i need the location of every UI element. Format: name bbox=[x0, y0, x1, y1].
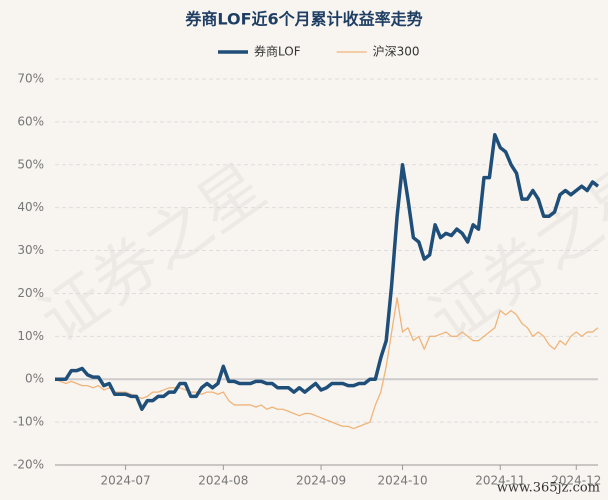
x-tick-label: 2024-10 bbox=[377, 474, 427, 488]
legend-label: 券商LOF bbox=[254, 44, 301, 59]
chart-title: 券商LOF近6个月累计收益率走势 bbox=[184, 10, 422, 29]
legend-label: 沪深300 bbox=[373, 45, 420, 59]
x-tick-label: 2024-09 bbox=[296, 474, 346, 488]
y-tick-label: -10% bbox=[13, 415, 44, 429]
y-tick-label: 70% bbox=[17, 72, 44, 86]
y-tick-label: 20% bbox=[17, 286, 44, 300]
x-tick-label: 2024-08 bbox=[198, 474, 248, 488]
y-tick-label: 60% bbox=[17, 114, 44, 128]
x-tick-label: 2024-11 bbox=[475, 474, 525, 488]
y-tick-label: -20% bbox=[13, 458, 44, 472]
y-tick-label: 0% bbox=[25, 372, 44, 386]
y-tick-label: 50% bbox=[17, 157, 44, 171]
x-tick-label: 2024-07 bbox=[101, 474, 151, 488]
y-tick-label: 30% bbox=[17, 243, 44, 257]
line bbox=[54, 297, 599, 430]
x-tick-label: 2024-12 bbox=[551, 474, 601, 488]
y-tick-label: 40% bbox=[17, 200, 44, 214]
line bbox=[55, 133, 600, 411]
source: www.365jz.com bbox=[497, 481, 600, 496]
y-tick-label: 10% bbox=[17, 329, 44, 343]
